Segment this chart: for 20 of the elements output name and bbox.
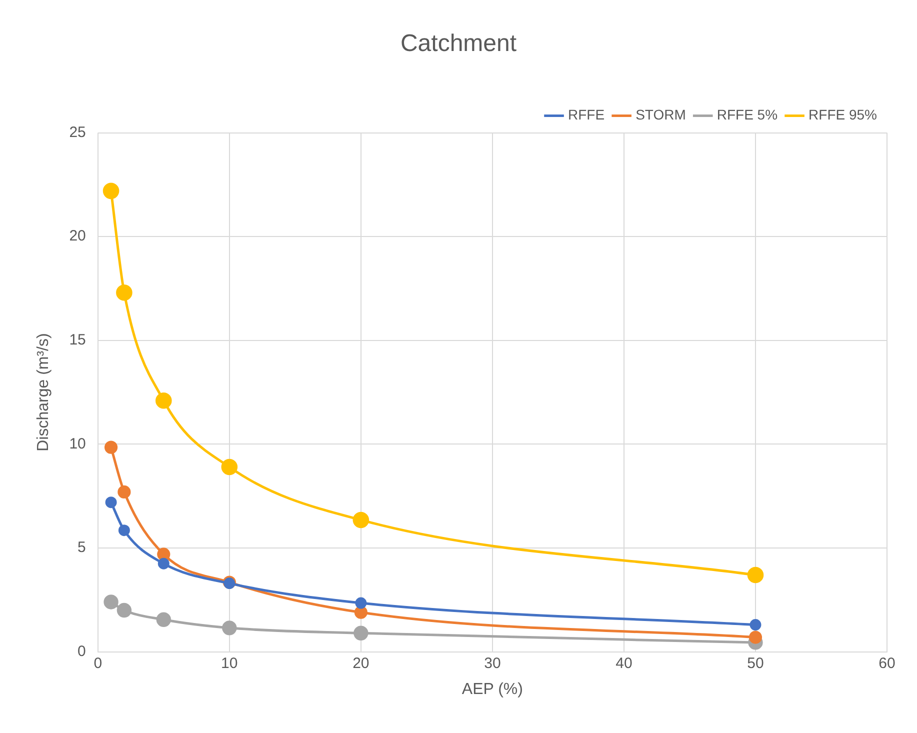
x-tick-label: 20 xyxy=(352,654,370,672)
legend-label: RFFE 95% xyxy=(808,106,878,123)
y-axis-title: Discharge (m³/s) xyxy=(35,333,52,452)
legend-label: RFFE xyxy=(568,106,605,123)
y-tick-label: 15 xyxy=(69,332,86,349)
y-tick-label: 10 xyxy=(69,435,86,452)
x-tick-label: 60 xyxy=(878,654,896,672)
y-tick-label: 5 xyxy=(78,539,86,556)
legend-label: RFFE 5% xyxy=(716,106,778,123)
legend-label: STORM xyxy=(636,106,686,123)
x-tick-label: 50 xyxy=(747,654,764,672)
y-tick-label: 25 xyxy=(69,124,86,141)
y-tick-label: 20 xyxy=(69,228,86,245)
x-tick-label: 30 xyxy=(484,654,501,672)
x-tick-label: 10 xyxy=(221,654,238,672)
y-tick-label: 0 xyxy=(78,642,86,660)
chart-title: Catchment xyxy=(400,30,517,58)
x-tick-label: 0 xyxy=(94,654,102,672)
x-axis-title: AEP (%) xyxy=(462,680,523,698)
x-tick-label: 40 xyxy=(616,654,632,672)
